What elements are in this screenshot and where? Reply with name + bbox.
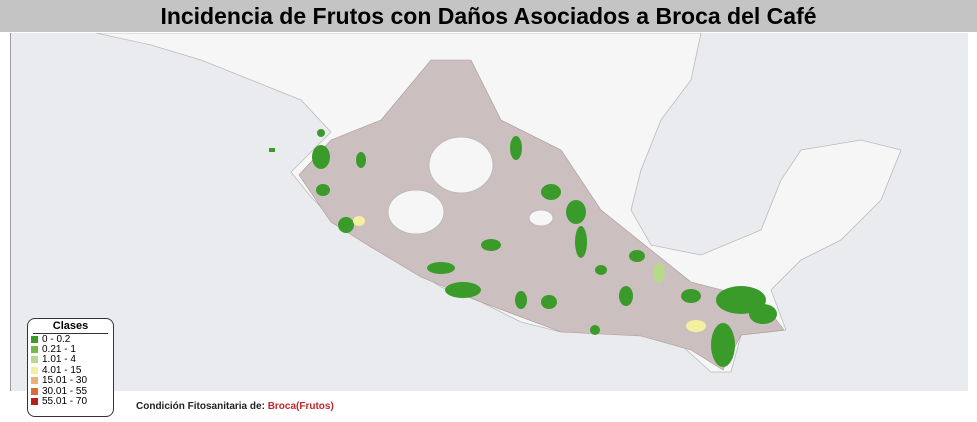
legend-label: 30.01 - 55 xyxy=(42,385,88,397)
unaffected-state xyxy=(387,189,445,235)
legend-item: 55.01 - 70 xyxy=(28,396,113,408)
footer: Condición Fitosanitaria de: Broca(Frutos… xyxy=(136,401,334,412)
legend-label: 15.01 - 30 xyxy=(42,375,88,387)
title: Incidencia de Frutos con Daños Asociados… xyxy=(0,0,977,32)
legend-item: 0.21 - 1 xyxy=(28,344,113,356)
legend-label: 0 - 0.2 xyxy=(42,333,71,345)
unaffected-state xyxy=(528,209,554,227)
legend-item: 0 - 0.2 xyxy=(28,333,113,345)
legend-swatch xyxy=(31,346,38,354)
legend-swatch xyxy=(31,335,38,343)
legend-swatch xyxy=(31,398,38,406)
legend-items: 0 - 0.2 0.21 - 1 1.01 - 4 4.01 - 15 15.01 - … xyxy=(28,334,113,407)
legend-swatch xyxy=(31,377,38,385)
legend-item: 4.01 - 15 xyxy=(28,364,113,376)
affected-municipalities xyxy=(312,129,777,367)
legend: Clases 0 - 0.2 0.21 - 1 1.01 - 4 4.01 - 15 1… xyxy=(27,318,114,417)
affected-municipality xyxy=(653,263,665,283)
legend-label: 4.01 - 15 xyxy=(42,364,82,376)
map-canvas xyxy=(95,32,902,373)
affected-municipality xyxy=(686,320,706,332)
legend-item: 15.01 - 30 xyxy=(28,375,113,387)
legend-item: 30.01 - 55 xyxy=(28,385,113,397)
footer-value: Broca(Frutos) xyxy=(267,401,334,412)
legend-swatch xyxy=(31,356,38,364)
legend-title: Clases xyxy=(33,319,108,334)
island xyxy=(269,148,275,152)
unaffected-state xyxy=(428,136,494,194)
affected-municipality xyxy=(353,216,365,226)
legend-swatch xyxy=(31,366,38,374)
map xyxy=(10,32,968,391)
legend-label: 55.01 - 70 xyxy=(42,396,88,408)
legend-label: 0.21 - 1 xyxy=(42,344,76,356)
footer-label: Condición Fitosanitaria de: xyxy=(136,401,265,412)
legend-swatch xyxy=(31,387,38,395)
legend-item: 1.01 - 4 xyxy=(28,354,113,366)
legend-label: 1.01 - 4 xyxy=(42,354,76,366)
